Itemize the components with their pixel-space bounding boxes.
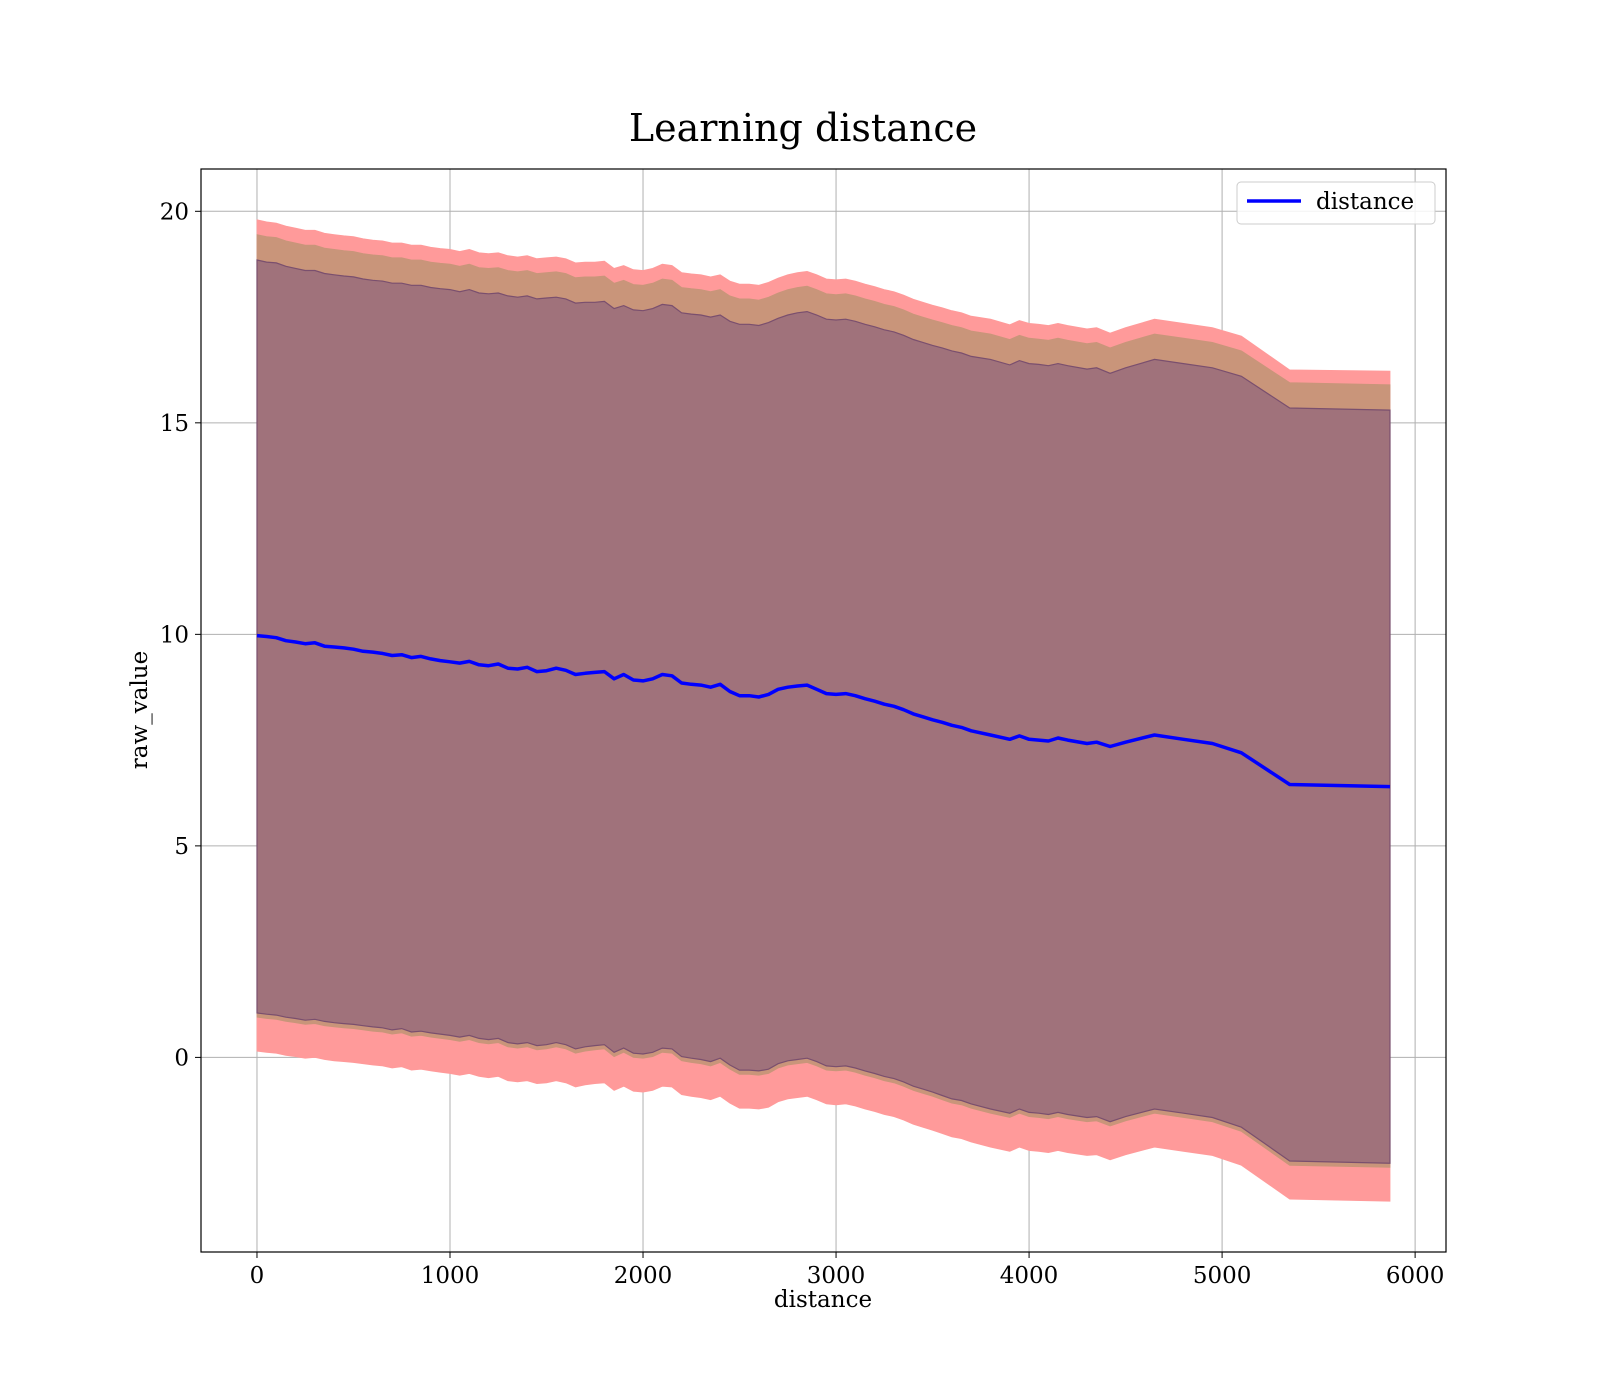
y-axis-label: raw_value (127, 651, 153, 769)
y-tick-label: 20 (160, 199, 189, 225)
y-tick-label: 0 (174, 1045, 189, 1071)
y-axis-ticks: 0 5 10 15 20 (160, 199, 201, 1071)
x-axis-label: distance (774, 1287, 872, 1313)
y-tick-label: 10 (160, 622, 189, 648)
x-tick-label: 6000 (1386, 1263, 1445, 1289)
x-tick-label: 2000 (614, 1263, 673, 1289)
chart-title: Learning distance (629, 106, 977, 150)
x-tick-label: 0 (250, 1263, 265, 1289)
series-line-distance (256, 633, 1391, 789)
x-axis-ticks: 0 1000 2000 3000 4000 5000 6000 (250, 1252, 1445, 1289)
x-tick-label: 1000 (421, 1263, 480, 1289)
x-tick-label: 5000 (1193, 1263, 1252, 1289)
confidence-bands (256, 219, 1391, 1202)
band-inner (256, 259, 1391, 1164)
y-tick-label: 15 (160, 411, 189, 437)
plot-area-frame (200, 168, 1447, 1253)
y-tick-label: 5 (174, 834, 189, 860)
legend-box (1236, 181, 1436, 225)
x-tick-label: 4000 (1000, 1263, 1059, 1289)
legend: distance (1236, 181, 1436, 225)
legend-label-distance: distance (1316, 189, 1414, 215)
x-tick-label: 3000 (807, 1263, 866, 1289)
series-layer (256, 633, 1391, 789)
